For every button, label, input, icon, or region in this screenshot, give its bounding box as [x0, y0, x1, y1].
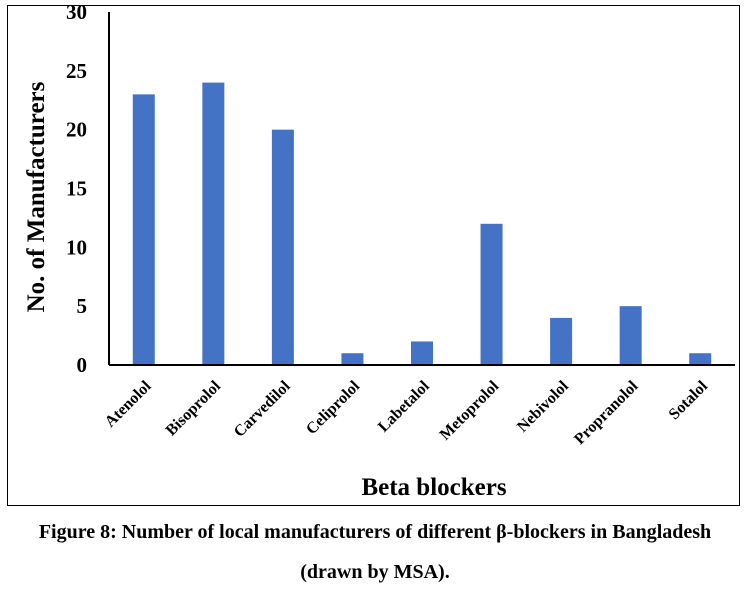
bar-atenolol	[132, 94, 155, 365]
y-tick-label: 30	[66, 0, 87, 24]
x-tick-label: Carvedilol	[231, 377, 294, 440]
y-tick-label: 5	[77, 294, 88, 318]
bar-sotalol	[689, 353, 712, 365]
x-axis-title: Beta blockers	[361, 474, 506, 501]
bar-bisoprolol	[202, 82, 225, 365]
caption-line-2: (drawn by MSA).	[300, 561, 450, 583]
y-tick-label: 15	[66, 177, 87, 201]
x-tick-label: Atenolol	[102, 377, 155, 430]
y-axis-title: No. of Manufacturers	[23, 81, 50, 312]
bar-celiprolol	[341, 353, 364, 365]
bar-labetalol	[411, 341, 433, 365]
y-tick-labels: 0 5 10 15 20 25 30	[66, 0, 87, 377]
x-tick-label: Nebivolol	[514, 377, 572, 435]
bar-propranolol	[619, 306, 642, 365]
bar-carvedilol	[271, 129, 294, 365]
x-tick-label: Propranolol	[571, 377, 642, 448]
bar-chart: 0 5 10 15 20 25 30 Atenolol Bisoprolol Carvedilo…	[23, 0, 735, 501]
caption-line-1: Figure 8: Number of local manufacturers …	[38, 521, 712, 543]
y-tick-label: 0	[77, 353, 88, 377]
bars-group	[132, 82, 712, 365]
x-tick-label: Labetalol	[375, 377, 433, 435]
x-tick-label: Bisoprolol	[163, 377, 225, 439]
x-tick-labels: Atenolol Bisoprolol Carvedilol Celiprolol La…	[102, 377, 712, 448]
y-tick-label: 10	[66, 235, 87, 259]
figure-frame	[7, 5, 740, 506]
y-tick-label: 25	[66, 59, 87, 83]
figure-caption: Figure 8: Number of local manufacturers …	[0, 512, 750, 592]
bar-nebivolol	[550, 317, 573, 365]
x-tick-label: Sotalol	[666, 377, 712, 423]
x-tick-label: Metoprolol	[437, 377, 503, 443]
x-tick-label: Celiprolol	[303, 377, 364, 438]
bar-metoprolol	[480, 223, 503, 365]
y-tick-label: 20	[66, 118, 87, 142]
